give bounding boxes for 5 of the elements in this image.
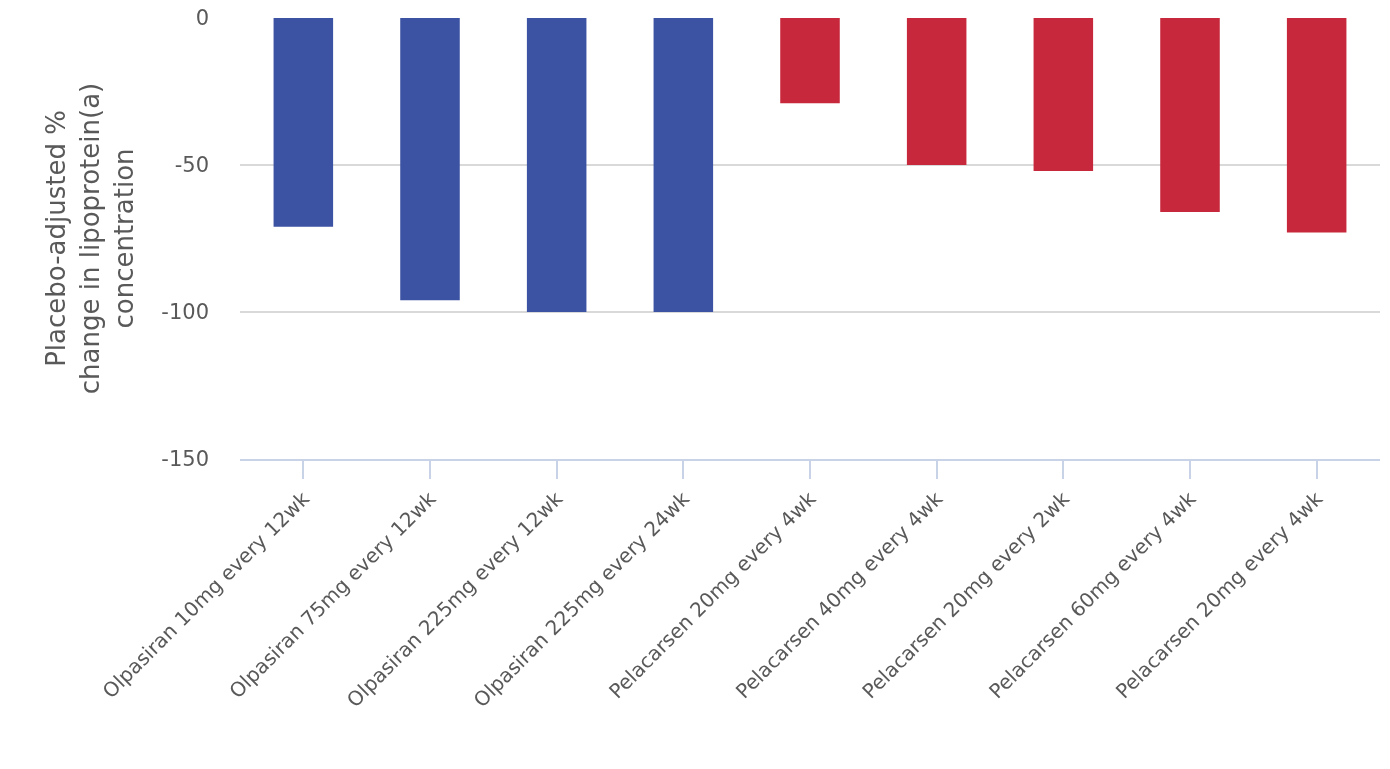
y-tick-label: -100: [161, 300, 209, 325]
y-tick-label: -50: [174, 153, 209, 178]
y-tick-label: -150: [161, 447, 209, 472]
y-axis-title: Placebo-adjusted % change in lipoprotein(a) concentration: [41, 82, 139, 395]
y-tick-label: 0: [195, 6, 209, 31]
